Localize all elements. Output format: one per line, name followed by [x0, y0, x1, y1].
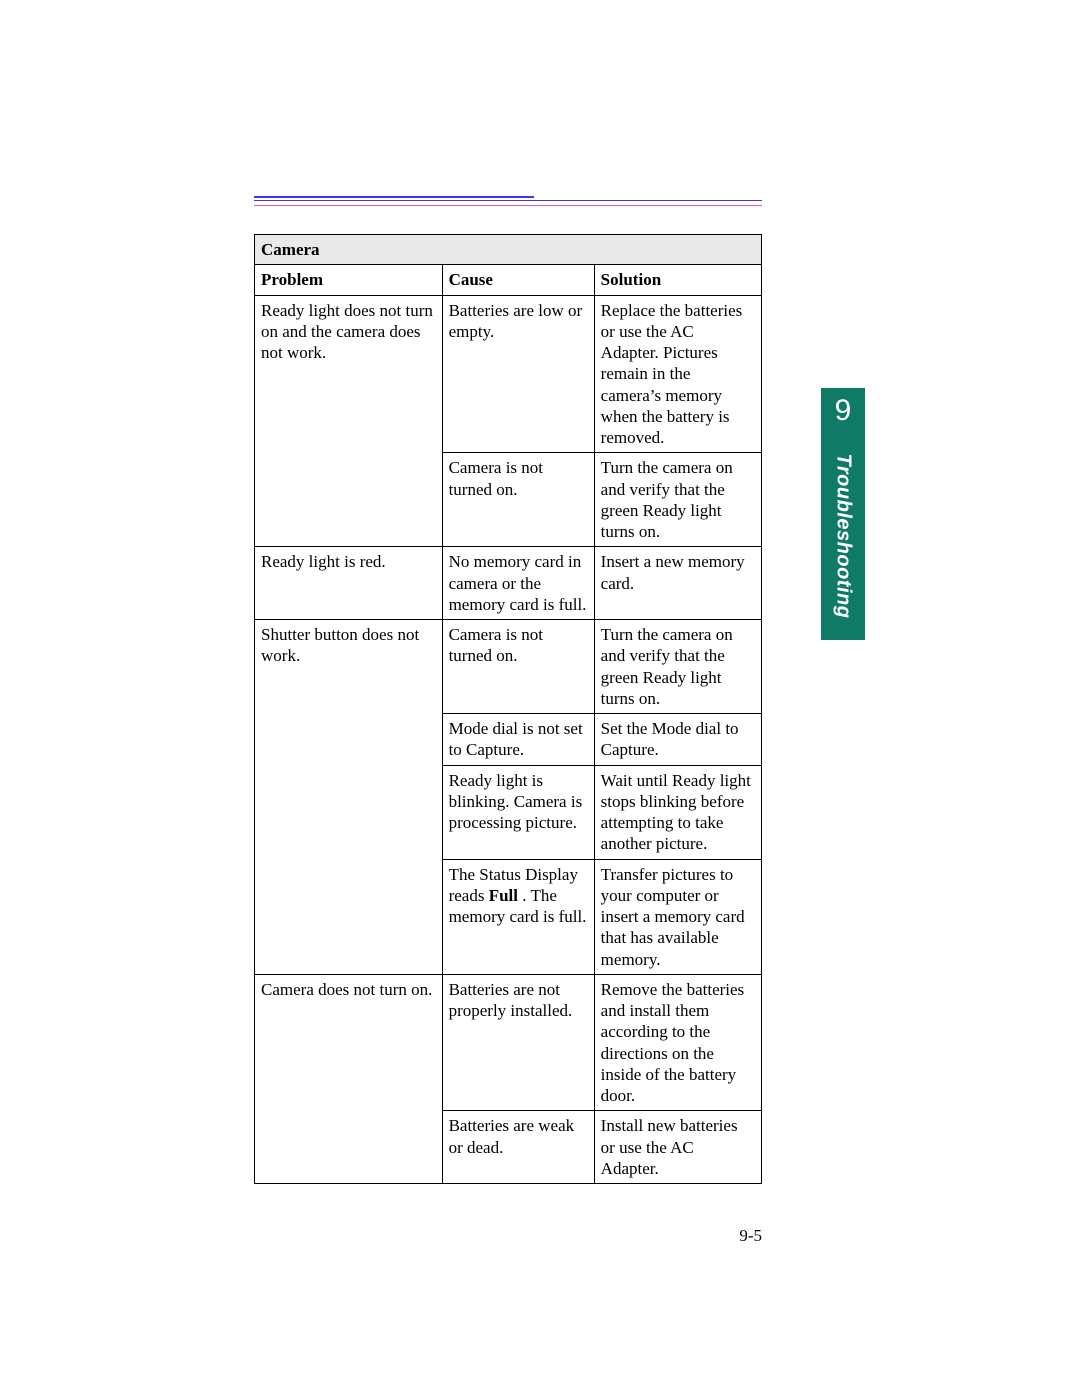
header-rule-blue — [254, 200, 762, 201]
chapter-label: Troubleshooting — [832, 454, 855, 619]
troubleshooting-table: Camera Problem Cause Solution Ready ligh… — [254, 234, 762, 1184]
table-section-row: Camera — [255, 235, 762, 265]
page-number: 9-5 — [739, 1226, 762, 1246]
cell-solution: Wait until Ready light stops blinking be… — [594, 765, 761, 859]
cell-problem: Camera does not turn on. — [255, 974, 443, 1183]
header-rule-short-blue — [254, 196, 534, 198]
cell-solution: Replace the batteries or use the AC Adap… — [594, 295, 761, 453]
cell-cause: Batteries are weak or dead. — [442, 1111, 594, 1184]
cell-cause: Batteries are not properly installed. — [442, 974, 594, 1111]
cell-cause: Batteries are low or empty. — [442, 295, 594, 453]
cell-cause: Camera is not turned on. — [442, 620, 594, 714]
column-header-solution: Solution — [594, 265, 761, 295]
chapter-number: 9 — [821, 388, 865, 430]
page-content: Camera Problem Cause Solution Ready ligh… — [254, 196, 762, 1184]
cell-cause: Mode dial is not set to Capture. — [442, 714, 594, 766]
table-section-title: Camera — [255, 235, 762, 265]
cell-solution: Insert a new memory card. — [594, 547, 761, 620]
cell-solution: Transfer pictures to your computer or in… — [594, 859, 761, 974]
cell-problem: Ready light is red. — [255, 547, 443, 620]
column-header-problem: Problem — [255, 265, 443, 295]
cell-cause: Ready light is blinking. Camera is proce… — [442, 765, 594, 859]
cell-cause: The Status Display reads Full . The memo… — [442, 859, 594, 974]
cell-solution: Set the Mode dial to Capture. — [594, 714, 761, 766]
cell-solution: Turn the camera on and verify that the g… — [594, 453, 761, 547]
cell-solution: Remove the batteries and install them ac… — [594, 974, 761, 1111]
cell-cause: Camera is not turned on. — [442, 453, 594, 547]
table-row: Shutter button does not work.Camera is n… — [255, 620, 762, 714]
chapter-label-wrap: Troubleshooting — [821, 432, 865, 640]
cell-problem: Shutter button does not work. — [255, 620, 443, 975]
cell-solution: Turn the camera on and verify that the g… — [594, 620, 761, 714]
cell-cause: No memory card in camera or the memory c… — [442, 547, 594, 620]
table-row: Ready light is red.No memory card in cam… — [255, 547, 762, 620]
header-rule-magenta — [254, 205, 762, 206]
cell-solution: Install new batteries or use the AC Adap… — [594, 1111, 761, 1184]
column-header-cause: Cause — [442, 265, 594, 295]
chapter-tab: 9 Troubleshooting — [821, 388, 865, 640]
table-row: Ready light does not turn on and the cam… — [255, 295, 762, 453]
table-row: Camera does not turn on.Batteries are no… — [255, 974, 762, 1111]
cell-problem: Ready light does not turn on and the cam… — [255, 295, 443, 547]
table-header-row: Problem Cause Solution — [255, 265, 762, 295]
